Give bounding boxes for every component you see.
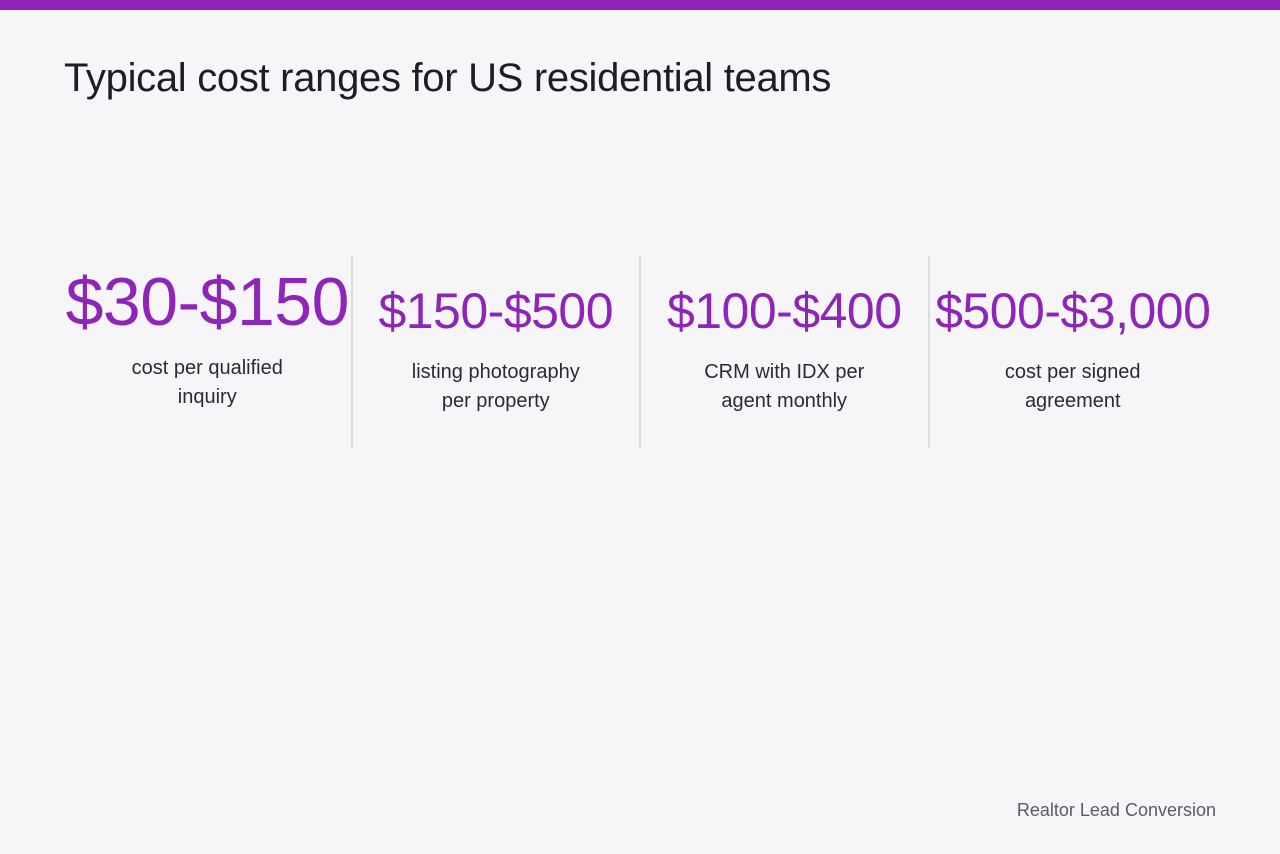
footer-brand: Realtor Lead Conversion (1016, 800, 1216, 820)
stat-card-qualified-inquiry: $30-$150 cost per qualified inquiry (64, 256, 351, 448)
stat-label: cost per qualified inquiry (131, 357, 283, 408)
stat-value: $100-$400 (666, 283, 902, 339)
stat-card-listing-photography: $150-$500 listing photography per proper… (350, 256, 640, 448)
stat-card-crm-idx: $100-$400 CRM with IDX per agent monthly (639, 256, 928, 448)
stat-label: CRM with IDX per agent monthly (704, 361, 865, 412)
stat-label: cost per signed agreement (1004, 361, 1141, 412)
stat-label: listing photography per property (411, 361, 580, 412)
stats-row: $30-$150 cost per qualified inquiry $150… (64, 256, 1216, 448)
stat-value: $30-$150 (65, 264, 350, 340)
stat-value: $150-$500 (378, 283, 614, 339)
accent-top-bar (0, 0, 1280, 10)
page-title: Typical cost ranges for US residential t… (64, 56, 832, 100)
stat-card-signed-agreement: $500-$3,000 cost per signed agreement (927, 256, 1217, 448)
stat-value: $500-$3,000 (935, 283, 1211, 339)
